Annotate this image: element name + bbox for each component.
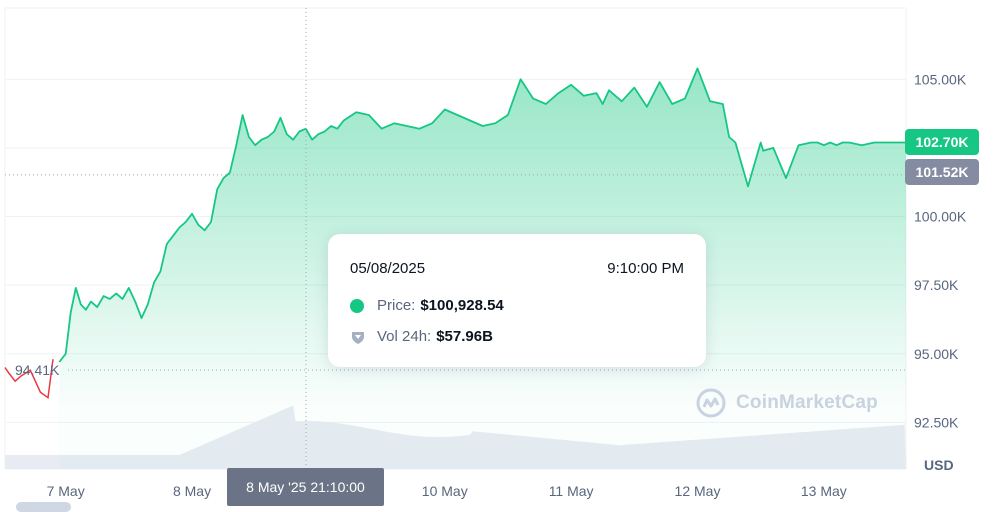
tooltip-header: 05/08/2025 9:10:00 PM	[350, 260, 684, 277]
tooltip-price-label: Price:	[377, 297, 415, 314]
tooltip-volume-row: Vol 24h: $57.96B	[350, 328, 684, 345]
hover-tooltip: 05/08/2025 9:10:00 PM Price: $100,928.54…	[328, 234, 706, 367]
tooltip-date: 05/08/2025	[350, 260, 425, 277]
timeline-scrollbar[interactable]	[16, 502, 71, 512]
tooltip-price-value: $100,928.54	[420, 297, 503, 314]
coinmarketcap-watermark: CoinMarketCap	[696, 388, 878, 418]
coinmarketcap-logo-icon	[696, 388, 726, 418]
watermark-text: CoinMarketCap	[736, 392, 878, 414]
hover-x-label: 8 May '25 21:10:00	[227, 468, 384, 506]
volume-shield-icon	[350, 329, 366, 345]
y-tick-label: 100.00K	[914, 209, 967, 225]
x-tick-label: 12 May	[675, 483, 721, 499]
y-axis-unit: USD	[924, 457, 954, 473]
tooltip-time: 9:10:00 PM	[607, 260, 684, 277]
y-tick-label: 92.50K	[914, 414, 959, 430]
tooltip-price-row: Price: $100,928.54	[350, 297, 684, 314]
x-tick-label: 13 May	[801, 483, 847, 499]
tooltip-volume-value: $57.96B	[436, 328, 493, 345]
last-price-tag: 102.70K	[905, 129, 979, 155]
x-tick-label: 10 May	[422, 483, 468, 499]
price-dot-icon	[350, 299, 364, 313]
x-tick-label: 8 May	[173, 483, 211, 499]
open-price-label: 94.41K	[15, 362, 60, 378]
x-tick-label: 11 May	[549, 483, 594, 499]
tooltip-volume-label: Vol 24h:	[377, 328, 431, 345]
y-tick-label: 97.50K	[914, 277, 959, 293]
x-tick-label: 7 May	[47, 483, 85, 499]
y-tick-label: 95.00K	[914, 346, 959, 362]
y-tick-label: 105.00K	[914, 71, 967, 87]
reference-price-tag: 101.52K	[905, 159, 979, 185]
